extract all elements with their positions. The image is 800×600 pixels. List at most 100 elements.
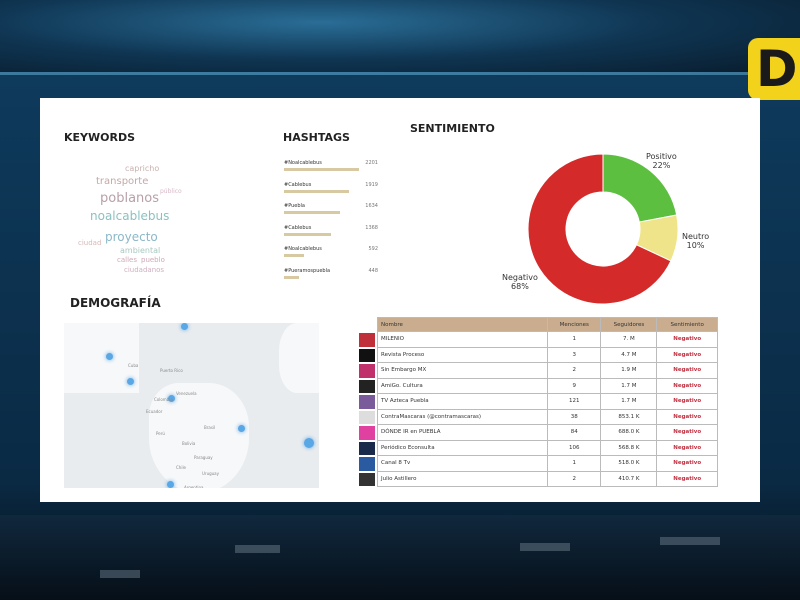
followers: 1.7 M: [600, 377, 658, 394]
divider: [0, 72, 800, 75]
media-logo-icon: [358, 425, 376, 441]
hashtag-label: #Noalcablebus: [284, 160, 322, 166]
hashtag-bar: [284, 254, 305, 257]
table-row[interactable]: AmiGo. Cultura 9 1.7 M Negativo: [377, 377, 718, 394]
mentions: 106: [546, 439, 602, 456]
label-positivo: Positivo 22%: [646, 152, 677, 170]
followers: 4.7 M: [600, 346, 658, 363]
media-logo-icon: [358, 347, 376, 363]
media-logo-icon: [358, 378, 376, 394]
hashtag-label: #Cablebus: [284, 224, 312, 231]
table-row[interactable]: DÓNDE IR en PUEBLA 84 688.0 K Negativo: [377, 424, 718, 441]
hashtag-bar: [284, 211, 340, 214]
sentiment: Negativo: [656, 408, 718, 425]
map-place-label: Venezuela: [176, 391, 197, 396]
map-place-label: Uruguay: [202, 471, 219, 476]
map-place-label: Argentina: [184, 485, 204, 488]
mentions: 121: [546, 393, 602, 410]
media-name: Julio Astillero: [377, 470, 548, 487]
sentiment-donut-chart: [527, 153, 679, 305]
sentiment: Negativo: [656, 455, 718, 472]
label-negativo: Negativo 68%: [502, 273, 538, 291]
media-name: ContraMascaras (@contramascaras): [377, 408, 548, 425]
hashtag-bar: [284, 189, 350, 193]
media-name: AmiGo. Cultura: [377, 377, 548, 394]
media-logo-icon: [358, 471, 376, 487]
map-place-label: Bolivia: [182, 441, 196, 446]
hashtag-count: 592: [368, 246, 378, 252]
media-name: Sin Embargo MX: [377, 362, 548, 379]
mentions: 1: [546, 455, 602, 472]
mentions: 1: [546, 331, 602, 348]
followers: 688.0 K: [600, 424, 658, 441]
table-row[interactable]: Revista Proceso 3 4.7 M Negativo: [377, 346, 718, 363]
hashtag-item: #Puebla 1634: [284, 203, 378, 214]
keywords-title: KEYWORDS: [64, 131, 136, 144]
media-logo-icon: [358, 409, 376, 425]
demography-title: DEMOGRAFÍA: [70, 296, 161, 310]
table-row[interactable]: TV Azteca Puebla 121 1.7 M Negativo: [377, 393, 718, 410]
sentiment: Negativo: [656, 377, 718, 394]
hashtag-bar: [284, 232, 331, 236]
hashtag-count: 1919: [365, 181, 378, 188]
sentiment-title: SENTIMIENTO: [410, 122, 495, 135]
media-logo-icon: [358, 456, 376, 472]
mentions: 38: [546, 408, 602, 425]
map-place-label: Cuba: [128, 363, 139, 368]
hashtag-label: #Pueramospuebla: [284, 267, 331, 274]
media-name: DÓNDE IR en PUEBLA: [377, 424, 548, 441]
hashtag-item: #Cablebus 1368: [284, 224, 378, 236]
column-header: Sentimiento: [656, 317, 718, 332]
column-header: Menciones: [546, 317, 602, 332]
column-header: Nombre: [377, 317, 548, 332]
hashtag-label: #Cablebus: [284, 181, 312, 188]
mentions: 2: [546, 470, 602, 487]
sentiment: Negativo: [656, 424, 718, 441]
media-logos: [358, 332, 376, 487]
hashtag-item: #Cablebus 1919: [284, 181, 378, 193]
media-logo-icon: [358, 332, 376, 348]
hashtags-title: HASHTAGS: [283, 131, 350, 144]
hashtag-label: #Noalcablebus: [284, 246, 322, 252]
table-row[interactable]: MILENIO 1 7. M Negativo: [377, 331, 718, 348]
table-row[interactable]: Julio Astillero 2 410.7 K Negativo: [377, 470, 718, 487]
dashboard-slide: KEYWORDS capricho transporte poblanos no…: [40, 98, 760, 502]
followers: 7. M: [600, 331, 658, 348]
table-row[interactable]: ContraMascaras (@contramascaras) 38 853.1 …: [377, 408, 718, 425]
media-logo-icon: [358, 394, 376, 410]
media-name: Periódico Econsulta: [377, 439, 548, 456]
column-header: Seguidores: [600, 317, 658, 332]
media-logo-icon: [358, 440, 376, 456]
sentiment: Negativo: [656, 439, 718, 456]
hashtag-bar: [284, 168, 359, 171]
hashtag-count: 448: [368, 267, 378, 274]
table-row[interactable]: Sin Embargo MX 2 1.9 M Negativo: [377, 362, 718, 379]
followers: 1.9 M: [600, 362, 658, 379]
followers: 410.7 K: [600, 470, 658, 487]
media-logo-icon: [358, 363, 376, 379]
sentiment: Negativo: [656, 346, 718, 363]
sentiment: Negativo: [656, 470, 718, 487]
channel-logo: D: [748, 38, 800, 100]
hashtag-item: #Noalcablebus 2201: [284, 160, 378, 171]
hashtag-item: #Pueramospuebla 448: [284, 267, 378, 279]
media-table: Nombre Menciones Seguidores Sentimiento MIL…: [377, 317, 718, 487]
hashtag-count: 1368: [365, 224, 378, 231]
media-name: Canal 8 Tv: [377, 455, 548, 472]
table-row[interactable]: Canal 8 Tv 1 518.0 K Negativo: [377, 455, 718, 472]
sentiment: Negativo: [656, 362, 718, 379]
map-place-label: Paraguay: [194, 455, 213, 460]
mentions: 84: [546, 424, 602, 441]
followers: 568.8 K: [600, 439, 658, 456]
media-name: MILENIO: [377, 331, 548, 348]
hashtag-count: 2201: [365, 160, 378, 166]
map-place-label: Chile: [176, 465, 187, 470]
sentiment: Negativo: [656, 331, 718, 348]
background-bottom: [0, 515, 800, 600]
table-row[interactable]: Periódico Econsulta 106 568.8 K Negativo: [377, 439, 718, 456]
followers: 853.1 K: [600, 408, 658, 425]
followers: 518.0 K: [600, 455, 658, 472]
demography-map[interactable]: Cuba Puerto Rico Venezuela Colombia Ecuador P…: [64, 323, 319, 488]
hashtag-label: #Puebla: [284, 203, 305, 209]
mentions: 9: [546, 377, 602, 394]
